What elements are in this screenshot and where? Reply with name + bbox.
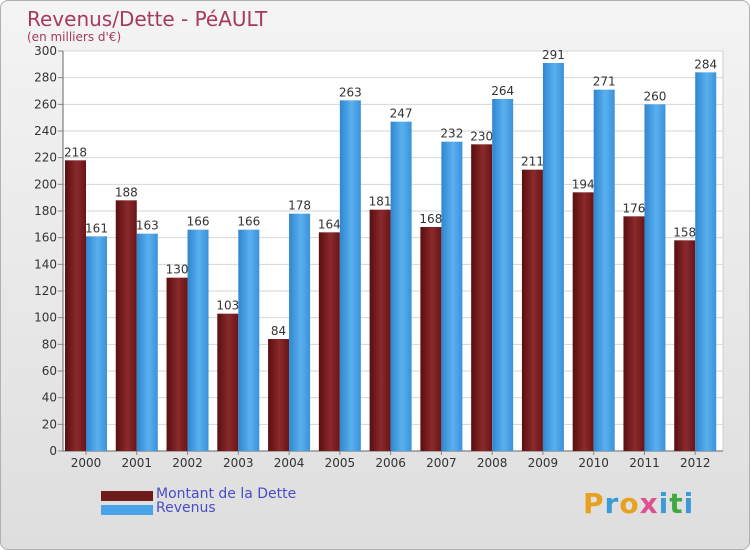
y-tick-label: 280 [34, 71, 57, 85]
x-tick-label: 2001 [121, 456, 152, 470]
data-label-revenus: 232 [440, 127, 463, 141]
x-tick-label: 2006 [375, 456, 406, 470]
bar-revenus [695, 72, 717, 451]
y-tick-label: 200 [34, 177, 57, 191]
data-label-revenus: 166 [187, 215, 210, 229]
bar-revenus [441, 141, 463, 451]
bar-revenus [339, 100, 361, 451]
data-label-revenus: 271 [593, 75, 616, 89]
data-label-dette: 230 [470, 129, 493, 143]
y-tick-label: 180 [34, 204, 57, 218]
y-tick-label: 120 [34, 284, 57, 298]
bar-dette [318, 232, 340, 451]
y-tick-label: 0 [49, 444, 57, 458]
x-tick-label: 2009 [528, 456, 559, 470]
y-tick-label: 300 [34, 44, 57, 58]
y-tick-label: 80 [42, 337, 57, 351]
bar-dette [572, 192, 594, 452]
legend-swatch-dette [101, 491, 153, 501]
data-label-dette: 130 [166, 263, 189, 277]
x-tick-label: 2005 [325, 456, 356, 470]
data-label-dette: 84 [271, 324, 286, 338]
logo-letter: i [658, 487, 670, 520]
bar-dette [166, 277, 188, 451]
data-label-revenus: 260 [644, 89, 667, 103]
legend-label-dette: Montant de la Dette [156, 486, 297, 502]
bar-revenus [390, 121, 412, 452]
y-tick-label: 220 [34, 151, 57, 165]
data-label-dette: 211 [521, 155, 544, 169]
x-tick-label: 2008 [477, 456, 508, 470]
bar-dette [420, 227, 442, 451]
logo-letter: t [669, 487, 684, 520]
bar-dette [65, 160, 86, 452]
bar-revenus [593, 89, 615, 452]
bar-revenus [644, 104, 666, 451]
bar-dette [115, 200, 137, 451]
data-label-revenus: 247 [390, 107, 413, 121]
x-tick-label: 2011 [629, 456, 660, 470]
data-label-dette: 176 [623, 201, 646, 215]
bar-dette [471, 144, 493, 452]
data-label-dette: 158 [673, 225, 696, 239]
legend-swatch-revenus [101, 505, 153, 515]
bar-revenus [492, 99, 514, 451]
data-label-revenus: 163 [136, 219, 159, 233]
bar-dette [623, 216, 645, 451]
x-tick-label: 2007 [426, 456, 457, 470]
data-label-revenus: 178 [288, 199, 311, 213]
y-tick-label: 20 [42, 417, 57, 431]
data-label-revenus: 291 [542, 48, 565, 62]
bar-revenus [86, 236, 107, 451]
chart-subtitle: (en milliers d'€) [27, 30, 122, 44]
data-label-revenus: 284 [694, 57, 717, 71]
bar-revenus [289, 213, 311, 451]
logo-letter: x [639, 487, 659, 520]
bar-dette [217, 313, 239, 451]
x-tick-label: 2010 [578, 456, 609, 470]
y-tick-label: 160 [34, 231, 57, 245]
x-tick-label: 2012 [680, 456, 711, 470]
x-tick-label: 2004 [274, 456, 305, 470]
data-label-revenus: 263 [339, 85, 362, 99]
y-tick-label: 40 [42, 391, 57, 405]
x-tick-label: 2002 [172, 456, 203, 470]
data-label-revenus: 166 [237, 215, 260, 229]
logo-letter: P [583, 487, 605, 520]
legend-label-revenus: Revenus [156, 500, 216, 516]
data-label-dette: 218 [64, 145, 87, 159]
chart-title: Revenus/Dette - PéAULT [27, 7, 268, 31]
logo-letter: r [604, 487, 620, 520]
data-label-dette: 194 [572, 177, 595, 191]
y-tick-label: 100 [34, 311, 57, 325]
data-label-dette: 103 [216, 299, 239, 313]
proxiti-logo: Proxiti [583, 487, 694, 520]
bar-revenus [542, 63, 564, 451]
x-tick-label: 2000 [71, 456, 102, 470]
bar-dette [521, 169, 543, 451]
data-label-revenus: 264 [491, 84, 514, 98]
y-tick-label: 240 [34, 124, 57, 138]
data-label-dette: 188 [115, 185, 138, 199]
bar-revenus [136, 233, 158, 451]
x-tick-label: 2003 [223, 456, 254, 470]
bar-revenus [238, 229, 260, 451]
data-label-dette: 181 [369, 195, 392, 209]
bar-dette [369, 209, 391, 451]
y-tick-label: 260 [34, 97, 57, 111]
bar-dette [268, 339, 290, 451]
logo-letter: o [619, 487, 640, 520]
bar-revenus [187, 229, 209, 451]
logo-letter: i [683, 487, 695, 520]
y-tick-label: 140 [34, 257, 57, 271]
y-tick-label: 60 [42, 364, 57, 378]
data-label-revenus: 161 [85, 221, 108, 235]
data-label-dette: 164 [318, 217, 341, 231]
data-label-dette: 168 [419, 212, 442, 226]
bar-dette [674, 240, 696, 451]
